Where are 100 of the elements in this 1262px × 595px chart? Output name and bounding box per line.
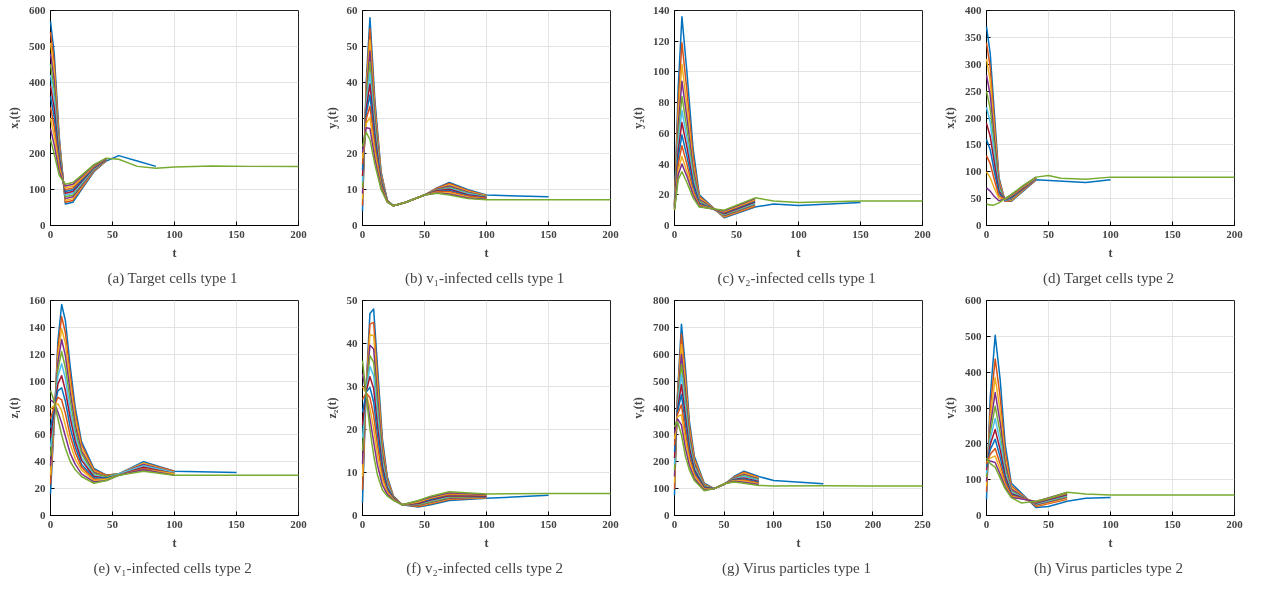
y-axis-title: z₁(t) bbox=[7, 397, 21, 419]
y-tick-label: 400 bbox=[29, 75, 46, 88]
y-tick-label: 40 bbox=[34, 455, 46, 468]
y-tick-label: 60 bbox=[34, 428, 46, 441]
y-tick-label: 100 bbox=[653, 65, 670, 78]
x-axis-title: t bbox=[1108, 245, 1113, 260]
x-tick-label: 100 bbox=[478, 227, 496, 240]
x-axis-title: t bbox=[796, 245, 801, 260]
x-tick-label: 150 bbox=[540, 227, 558, 240]
y-tick-label: 60 bbox=[658, 126, 670, 139]
x-axis-title: t bbox=[172, 535, 177, 550]
x-tick-label: 100 bbox=[1102, 227, 1120, 240]
x-tick-label: 50 bbox=[107, 517, 119, 530]
x-tick-label: 200 bbox=[290, 227, 308, 240]
y-axis-title: z₂(t) bbox=[324, 397, 339, 419]
text: (g) Virus particles type 1 bbox=[722, 559, 871, 577]
y-tick-label: 140 bbox=[653, 4, 670, 16]
y-axis-title: v₂(t) bbox=[943, 397, 957, 419]
x-tick-label: 200 bbox=[602, 227, 620, 240]
y-tick-label: 80 bbox=[34, 401, 46, 414]
y-tick-label: 300 bbox=[965, 57, 982, 70]
x-tick-label: 50 bbox=[107, 227, 119, 240]
y-tick-label: 120 bbox=[29, 347, 46, 360]
x-tick-label: 50 bbox=[1043, 227, 1055, 240]
x-tick-label: 200 bbox=[1226, 227, 1244, 240]
x-tick-label: 150 bbox=[540, 517, 558, 530]
y-tick-label: 700 bbox=[653, 320, 670, 333]
y-tick-label: 0 bbox=[352, 219, 358, 231]
y-tick-label: 100 bbox=[29, 374, 46, 387]
y-tick-label: 120 bbox=[653, 34, 670, 47]
y-tick-label: 600 bbox=[29, 4, 46, 16]
y-tick-label: 60 bbox=[346, 4, 358, 16]
y-tick-label: 20 bbox=[34, 482, 46, 495]
text: (b) v₁-infected cells type 1 bbox=[404, 269, 565, 287]
x-tick-label: 150 bbox=[815, 517, 833, 530]
x-tick-label: 200 bbox=[1226, 517, 1244, 530]
y-tick-label: 40 bbox=[346, 75, 358, 88]
x-tick-label: 100 bbox=[478, 517, 496, 530]
y-tick-label: 400 bbox=[653, 401, 670, 414]
y-tick-label: 100 bbox=[965, 473, 982, 486]
x-tick-label: 50 bbox=[718, 517, 731, 530]
x-tick-label: 150 bbox=[228, 517, 246, 530]
y-tick-label: 20 bbox=[658, 188, 670, 201]
y-tick-label: 40 bbox=[658, 157, 670, 170]
y-tick-label: 50 bbox=[346, 294, 358, 306]
y-tick-label: 300 bbox=[965, 401, 982, 414]
x-tick-label: 200 bbox=[914, 227, 932, 240]
x-tick-label: 250 bbox=[914, 517, 932, 530]
x-tick-label: 150 bbox=[228, 227, 246, 240]
y-tick-label: 30 bbox=[346, 380, 358, 392]
text: (a) Target cells type 1 bbox=[107, 269, 238, 287]
y-tick-label: 50 bbox=[970, 192, 982, 205]
text: (d) Target cells type 2 bbox=[1043, 269, 1174, 287]
y-tick-label: 200 bbox=[653, 455, 670, 468]
y-tick-label: 800 bbox=[653, 294, 670, 306]
text: (c) v₂-infected cells type 1 bbox=[717, 269, 876, 287]
x-axis-title: t bbox=[172, 245, 177, 260]
y-tick-label: 100 bbox=[653, 482, 670, 495]
y-tick-label: 0 bbox=[664, 219, 670, 231]
text: (f) v₂-infected cells type 2 bbox=[406, 559, 564, 577]
y-tick-label: 0 bbox=[40, 219, 46, 231]
y-tick-label: 0 bbox=[664, 509, 670, 521]
y-tick-label: 100 bbox=[29, 183, 46, 196]
y-tick-label: 10 bbox=[346, 466, 358, 478]
y-tick-label: 0 bbox=[352, 509, 358, 521]
y-tick-label: 600 bbox=[965, 294, 982, 306]
y-tick-label: 500 bbox=[653, 374, 670, 387]
x-axis-title: t bbox=[796, 535, 801, 550]
y-tick-label: 0 bbox=[976, 509, 982, 521]
y-tick-label: 50 bbox=[346, 39, 358, 52]
y-tick-label: 0 bbox=[40, 509, 46, 521]
y-tick-label: 400 bbox=[965, 4, 982, 16]
x-tick-label: 100 bbox=[1102, 517, 1120, 530]
y-axis-title: x₁(t) bbox=[7, 107, 21, 129]
x-tick-label: 150 bbox=[1164, 227, 1182, 240]
y-tick-label: 200 bbox=[29, 147, 46, 160]
x-tick-label: 200 bbox=[864, 517, 882, 530]
x-tick-label: 200 bbox=[290, 517, 308, 530]
y-tick-label: 500 bbox=[29, 39, 46, 52]
y-tick-label: 160 bbox=[29, 294, 46, 306]
x-tick-label: 100 bbox=[166, 227, 184, 240]
text: (h) Virus particles type 2 bbox=[1034, 559, 1183, 577]
x-tick-label: 50 bbox=[419, 227, 431, 240]
x-axis-title: t bbox=[484, 245, 489, 260]
x-tick-label: 100 bbox=[765, 517, 783, 530]
y-tick-label: 80 bbox=[658, 96, 670, 109]
y-tick-label: 10 bbox=[346, 183, 358, 196]
y-tick-label: 600 bbox=[653, 347, 670, 360]
y-tick-label: 20 bbox=[346, 423, 358, 435]
y-tick-label: 300 bbox=[653, 428, 670, 441]
y-tick-label: 20 bbox=[346, 147, 358, 160]
x-axis-title: t bbox=[484, 535, 489, 550]
y-tick-label: 350 bbox=[965, 30, 982, 43]
y-tick-label: 100 bbox=[965, 165, 982, 178]
x-tick-label: 100 bbox=[166, 517, 184, 530]
x-tick-label: 150 bbox=[852, 227, 870, 240]
x-axis-title: t bbox=[1108, 535, 1113, 550]
x-tick-label: 50 bbox=[419, 517, 431, 530]
y-tick-label: 40 bbox=[346, 337, 358, 349]
y-axis-title: y₂(t) bbox=[631, 107, 645, 129]
